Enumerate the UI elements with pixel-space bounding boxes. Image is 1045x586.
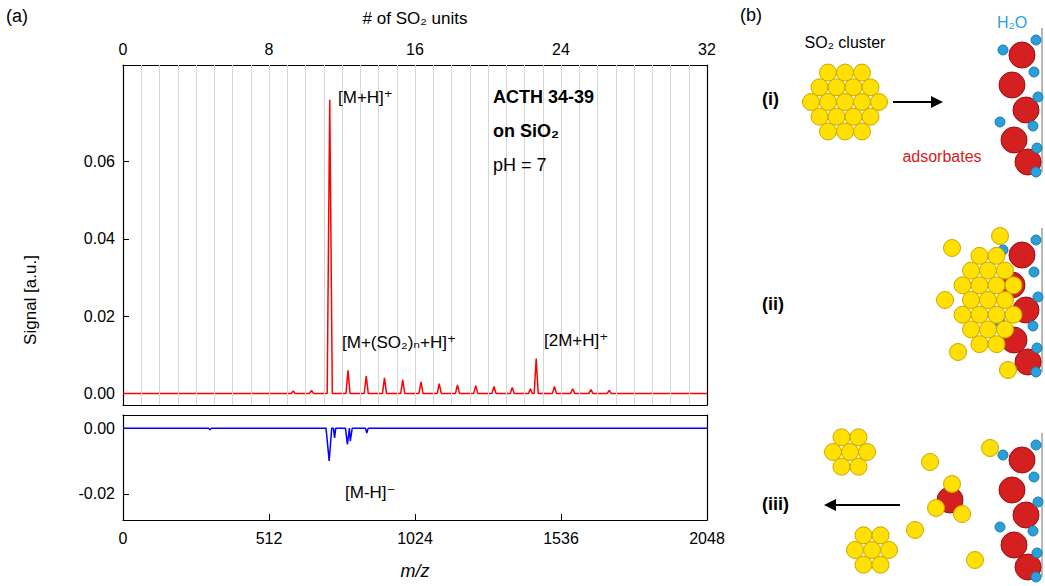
svg-text:H₂O: H₂O — [997, 14, 1027, 31]
svg-text:[2M+H]⁺: [2M+H]⁺ — [544, 331, 608, 350]
svg-text:(iii): (iii) — [762, 494, 789, 514]
svg-text:m/z: m/z — [401, 561, 430, 581]
svg-text:0.00: 0.00 — [84, 385, 115, 402]
svg-text:ACTH 34-39: ACTH 34-39 — [493, 87, 594, 107]
svg-text:0.00: 0.00 — [84, 420, 115, 437]
svg-text:0.06: 0.06 — [84, 153, 115, 170]
svg-text:16: 16 — [406, 41, 424, 58]
svg-text:2048: 2048 — [689, 530, 725, 547]
svg-text:pH = 7: pH = 7 — [493, 155, 547, 175]
svg-text:0: 0 — [119, 41, 128, 58]
svg-text:1536: 1536 — [543, 530, 579, 547]
svg-text:SO₂ cluster: SO₂ cluster — [805, 34, 887, 51]
svg-text:0.02: 0.02 — [84, 308, 115, 325]
svg-text:0.04: 0.04 — [84, 230, 115, 247]
svg-text:[M+(SO₂)ₙ+H]⁺: [M+(SO₂)ₙ+H]⁺ — [342, 333, 456, 352]
svg-text:32: 32 — [698, 41, 716, 58]
svg-text:(i): (i) — [762, 89, 779, 109]
svg-text:on SiO₂: on SiO₂ — [493, 121, 559, 141]
svg-text:(a): (a) — [6, 6, 28, 26]
svg-text:[M+H]⁺: [M+H]⁺ — [338, 88, 393, 107]
svg-text:Signal [a.u.]: Signal [a.u.] — [21, 255, 40, 345]
svg-text:0: 0 — [119, 530, 128, 547]
svg-text:(ii): (ii) — [762, 294, 784, 314]
svg-text:adsorbates: adsorbates — [902, 148, 981, 165]
svg-text:512: 512 — [256, 530, 283, 547]
svg-text:8: 8 — [265, 41, 274, 58]
svg-text:[M-H]⁻: [M-H]⁻ — [345, 483, 396, 502]
svg-text:(b): (b) — [740, 5, 762, 25]
svg-text:1024: 1024 — [397, 530, 433, 547]
svg-text:24: 24 — [552, 41, 570, 58]
svg-text:# of SO₂ units: # of SO₂ units — [363, 9, 468, 28]
svg-text:-0.02: -0.02 — [79, 485, 116, 502]
